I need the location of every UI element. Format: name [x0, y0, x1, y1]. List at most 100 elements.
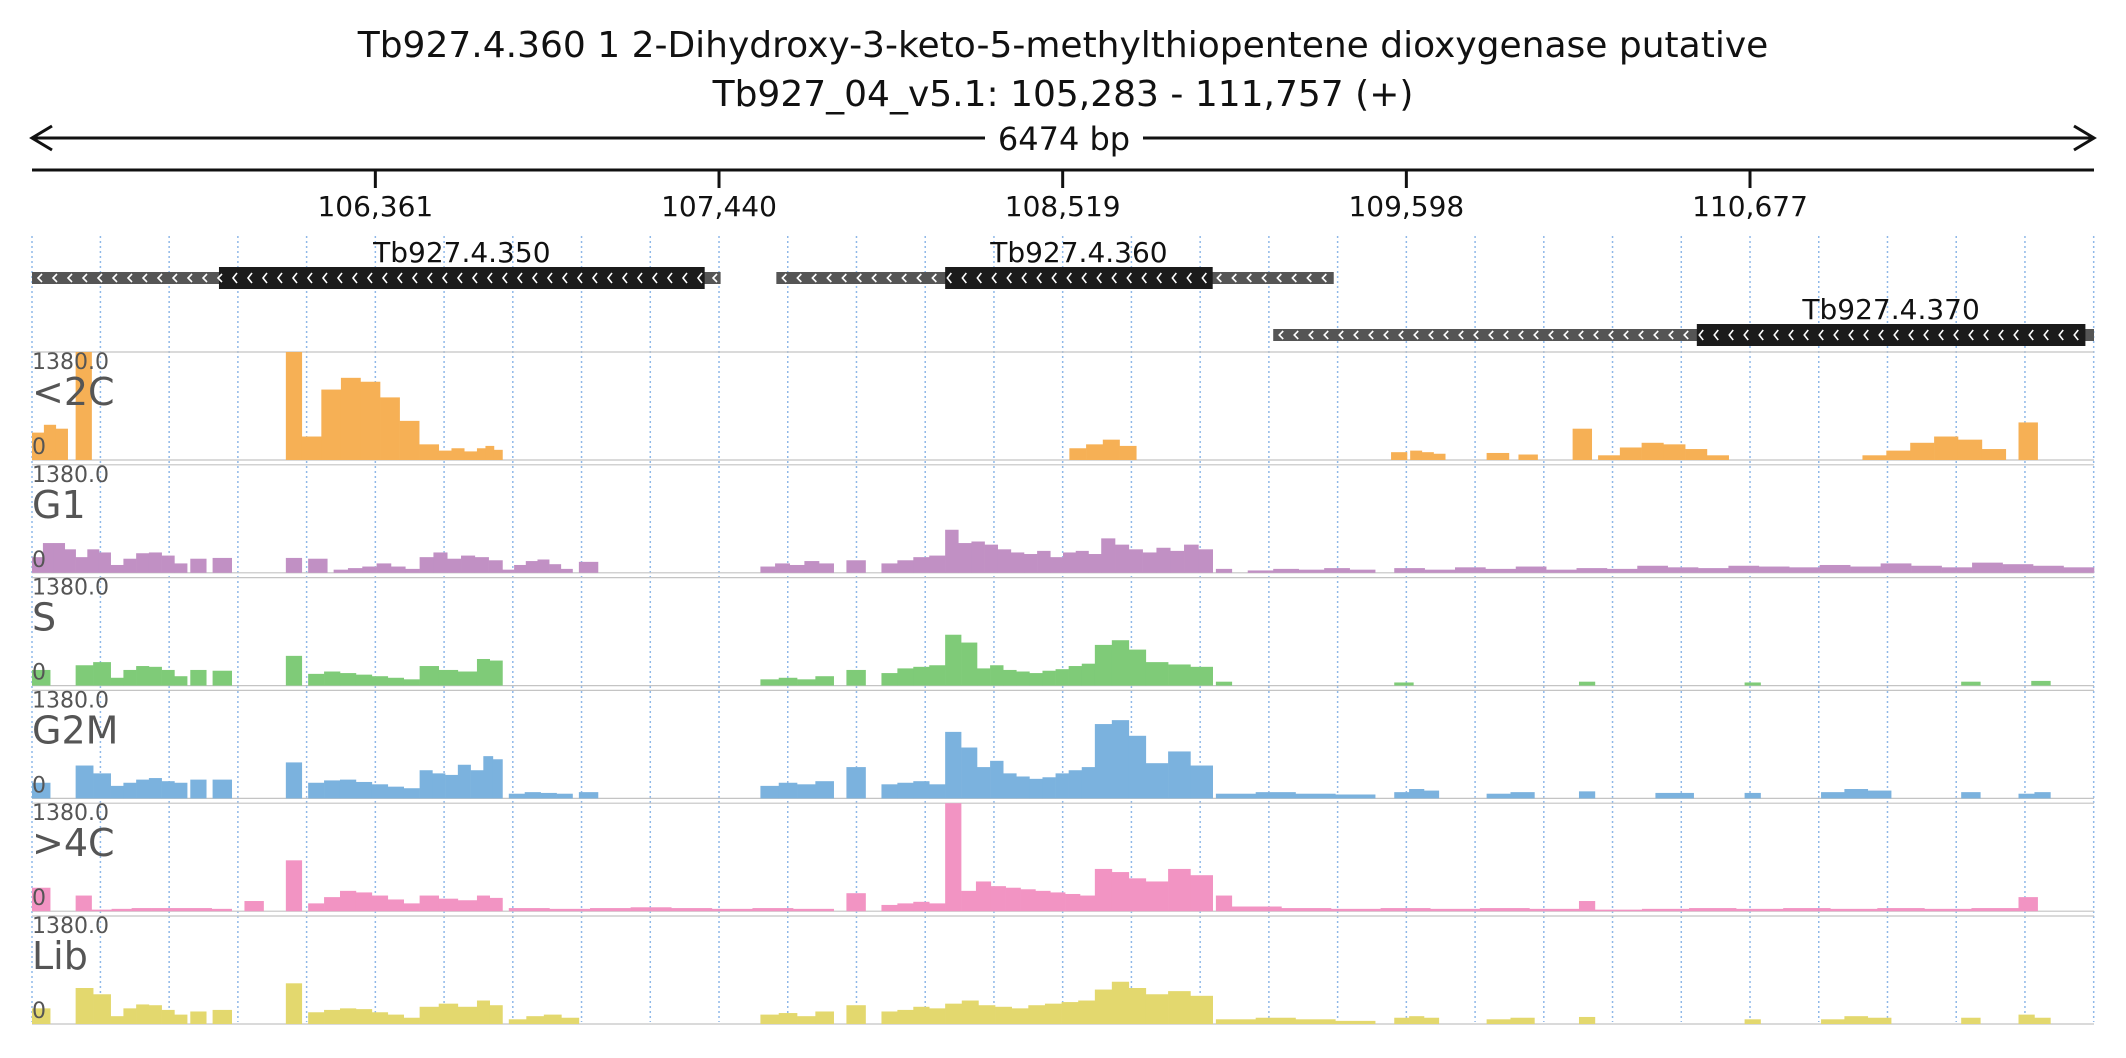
coverage-bar — [537, 559, 550, 573]
coverage-bar — [161, 669, 175, 686]
coverage-bar — [419, 444, 440, 460]
coverage-bar — [190, 779, 207, 799]
coverage-segment — [945, 1000, 1096, 1024]
coverage-segment — [578, 792, 599, 799]
strand-arrow-icon — [886, 273, 892, 283]
track->4C: 1380.0>4C 0 — [32, 801, 2094, 912]
coverage-bar — [433, 552, 448, 573]
coverage-bar — [1394, 792, 1410, 799]
track-ymax-label: 1380.0 — [32, 688, 109, 713]
coverage-bar — [1486, 1019, 1511, 1024]
coverage-bar — [457, 1006, 478, 1024]
coverage-bar — [2033, 565, 2064, 573]
coverage-bar — [1145, 662, 1169, 686]
coverage-bar — [308, 1012, 325, 1024]
coverage-segment — [32, 543, 76, 573]
x-tick-label: 107,440 — [661, 190, 777, 223]
coverage-bar — [549, 564, 562, 573]
strand-arrow-icon — [1953, 329, 1959, 341]
coverage-segment — [419, 764, 484, 799]
coverage-bar — [339, 779, 357, 799]
x-axis-ticks: 106,361 107,440 108,519 109,598 110,677 — [317, 170, 1808, 223]
coverage-bar — [775, 563, 791, 573]
coverage-bar — [93, 994, 111, 1024]
coverage-bar — [797, 1016, 816, 1024]
strand-arrow-icon — [336, 272, 343, 284]
strand-arrow-icon — [666, 272, 673, 284]
coverage-bar — [1020, 889, 1036, 912]
coverage-bar — [1111, 981, 1130, 1024]
strand-arrow-icon — [1593, 330, 1599, 340]
coverage-bar — [75, 665, 94, 686]
coverage-bar — [1029, 778, 1043, 799]
strand-arrow-icon — [1683, 330, 1689, 340]
coverage-bar — [897, 668, 914, 686]
strand-arrow-icon — [811, 273, 817, 283]
strand-arrow-icon — [1126, 272, 1132, 284]
coverage-bar — [457, 764, 471, 799]
strand-arrow-icon — [381, 272, 388, 284]
coverage-bar — [524, 792, 541, 799]
coverage-bar — [333, 569, 349, 573]
x-tick-label: 110,677 — [1692, 190, 1808, 223]
coverage-bar — [760, 1014, 780, 1024]
coverage-segment — [1518, 454, 1538, 460]
coverage-bar — [32, 887, 51, 912]
coverage-segment — [212, 557, 233, 573]
strand-arrow-icon — [1261, 273, 1267, 283]
coverage-bar — [789, 564, 805, 573]
gene-label: Tb927.4.360 — [989, 236, 1167, 269]
coverage-bar — [797, 679, 816, 686]
coverage-bar — [110, 1016, 124, 1024]
coverage-segment — [1145, 868, 1213, 912]
coverage-segment — [419, 666, 478, 686]
strand-arrow-icon — [1923, 329, 1929, 341]
coverage-bar — [32, 432, 45, 460]
coverage-bar — [1190, 765, 1213, 799]
coverage-bar — [1844, 1016, 1869, 1024]
coverage-bar — [191, 908, 212, 912]
coverage-bar — [1255, 1017, 1296, 1024]
coverage-bar — [308, 903, 325, 912]
track-S: 1380.0S 0 — [32, 576, 2094, 687]
coverage-bar — [174, 782, 188, 799]
coverage-bar — [1971, 908, 2019, 912]
coverage-segment — [1486, 792, 1535, 799]
coverage-bar — [285, 762, 303, 799]
coverage-bar — [578, 792, 599, 799]
strand-arrow-icon — [2073, 329, 2079, 341]
coverage-bar — [1061, 1002, 1079, 1024]
coverage-bar — [1231, 906, 1282, 912]
strand-arrow-icon — [1758, 329, 1764, 341]
coverage-bar — [1010, 552, 1025, 573]
gene-label: Tb927.4.370 — [1801, 293, 1979, 326]
coverage-bar — [1433, 453, 1446, 460]
strand-arrow-icon — [2043, 329, 2049, 341]
coverage-bar — [123, 782, 137, 799]
coverage-segment — [1394, 682, 1414, 686]
coverage-bar — [380, 397, 400, 460]
strand-arrow-icon — [976, 272, 982, 284]
coverage-bar — [1667, 567, 1699, 573]
coverage-segment — [945, 634, 978, 686]
coverage-bar — [148, 666, 162, 686]
coverage-bar — [1119, 445, 1137, 460]
coverage-segment — [881, 555, 946, 573]
coverage-segment — [110, 552, 188, 573]
coverage-bar — [929, 784, 946, 799]
coverage-bar — [470, 770, 484, 799]
coverage-bar — [1479, 908, 1530, 912]
coverage-segment — [1215, 895, 1233, 912]
coverage-segment — [75, 765, 111, 799]
coverage-bar — [387, 786, 404, 799]
coverage-bar — [1247, 570, 1274, 573]
coverage-bar — [360, 381, 381, 460]
coverage-bar — [1911, 565, 1942, 573]
coverage-bar — [285, 860, 303, 912]
coverage-bar — [1685, 449, 1708, 460]
coverage-bar — [1867, 1017, 1892, 1024]
gene-cds — [1696, 324, 2086, 346]
coverage-bar — [1877, 908, 1925, 912]
coverage-bar — [1094, 644, 1113, 686]
